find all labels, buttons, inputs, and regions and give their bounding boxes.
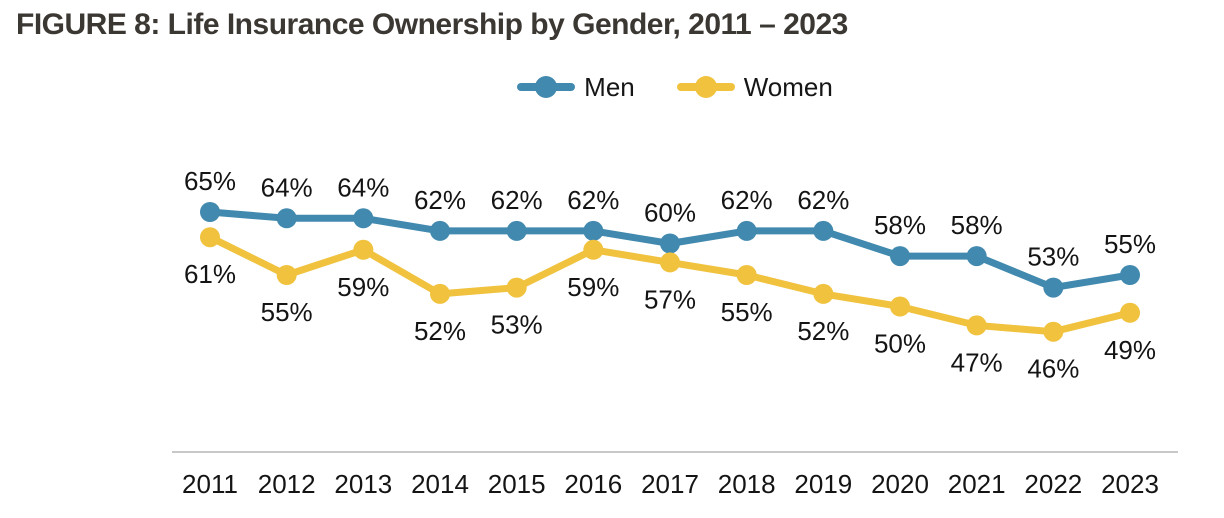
year-tick-label-2020: 2020 (871, 469, 929, 499)
men-point-2016 (583, 220, 604, 241)
year-tick-label-2011: 2011 (182, 469, 238, 499)
women-value-label-2014: 52% (414, 316, 466, 346)
men-point-2018 (736, 220, 757, 241)
men-value-label-2017: 60% (644, 198, 696, 228)
women-point-2013 (353, 239, 374, 260)
men-value-label-2014: 62% (414, 185, 466, 215)
women-value-label-2022: 46% (1027, 354, 1079, 384)
year-tick-label-2017: 2017 (641, 469, 699, 499)
legend-label: Women (743, 72, 833, 102)
women-point-2023 (1120, 302, 1141, 323)
men-value-label-2013: 64% (337, 172, 389, 202)
men-point-2020 (890, 246, 911, 267)
women-point-2018 (736, 265, 757, 285)
men-value-label-2021: 58% (951, 210, 1003, 240)
legend-dot-icon (535, 76, 558, 98)
women-value-label-2016: 59% (567, 272, 619, 302)
year-tick-label-2023: 2023 (1101, 469, 1159, 499)
year-tick-label-2022: 2022 (1024, 469, 1082, 499)
legend-item-women: Women (676, 72, 833, 102)
women-value-label-2013: 59% (337, 272, 389, 302)
legend-label: Men (584, 72, 635, 102)
women-point-2016 (583, 239, 604, 260)
chart-legend: Men Women (170, 74, 1180, 100)
women-point-2022 (1043, 321, 1064, 342)
men-value-label-2015: 62% (491, 185, 543, 215)
year-tick-label-2013: 2013 (334, 469, 392, 499)
legend-item-men: Men (517, 74, 635, 100)
men-value-label-2020: 58% (874, 210, 926, 240)
year-tick-label-2012: 2012 (258, 469, 316, 499)
women-value-label-2011: 61% (184, 259, 236, 289)
men-value-label-2023: 55% (1104, 229, 1156, 259)
women-point-2021 (966, 315, 987, 336)
year-tick-label-2015: 2015 (488, 469, 546, 499)
year-tick-label-2019: 2019 (794, 469, 852, 499)
women-value-label-2015: 53% (491, 310, 543, 340)
men-point-2023 (1120, 265, 1141, 285)
men-value-label-2019: 62% (797, 185, 849, 215)
women-value-label-2018: 55% (721, 297, 773, 327)
women-value-label-2020: 50% (874, 329, 926, 359)
women-point-2020 (890, 296, 911, 317)
line-chart: 2011 2012 2013 2014 2015 2016 2017 2018 2019 2020… (172, 166, 1178, 499)
men-value-label-2018: 62% (721, 185, 773, 215)
women-value-label-2023: 49% (1104, 335, 1156, 365)
men-point-2014 (430, 220, 451, 241)
women-point-2011 (200, 227, 220, 248)
men-value-label-2016: 62% (567, 185, 619, 215)
men-value-label-2011: 65% (184, 166, 236, 196)
year-tick-label-2014: 2014 (411, 469, 469, 499)
year-tick-label-2016: 2016 (564, 469, 622, 499)
women-value-label-2019: 52% (797, 316, 849, 346)
men-value-label-2022: 53% (1027, 242, 1079, 272)
women-point-2017 (660, 252, 681, 273)
men-point-2012 (276, 208, 297, 229)
legend-swatch-icon (676, 76, 735, 98)
women-point-2019 (813, 283, 834, 304)
men-value-label-2012: 64% (261, 172, 313, 202)
men-point-2021 (966, 246, 987, 267)
women-value-label-2012: 55% (261, 297, 313, 327)
women-point-2012 (276, 265, 297, 285)
women-value-label-2021: 47% (951, 347, 1003, 377)
legend-dot-icon (694, 76, 717, 98)
figure-title: FIGURE 8: Life Insurance Ownership by Ge… (16, 8, 848, 41)
year-tick-label-2021: 2021 (948, 469, 1006, 499)
women-point-2015 (506, 277, 527, 298)
men-point-2013 (353, 208, 374, 229)
men-point-2015 (506, 220, 527, 241)
men-point-2011 (200, 202, 220, 222)
year-tick-label-2018: 2018 (718, 469, 776, 499)
women-point-2014 (430, 283, 451, 304)
men-point-2017 (660, 233, 681, 254)
men-point-2022 (1043, 277, 1064, 298)
legend-swatch-icon (517, 76, 576, 98)
men-point-2019 (813, 220, 834, 241)
women-value-label-2017: 57% (644, 284, 696, 314)
